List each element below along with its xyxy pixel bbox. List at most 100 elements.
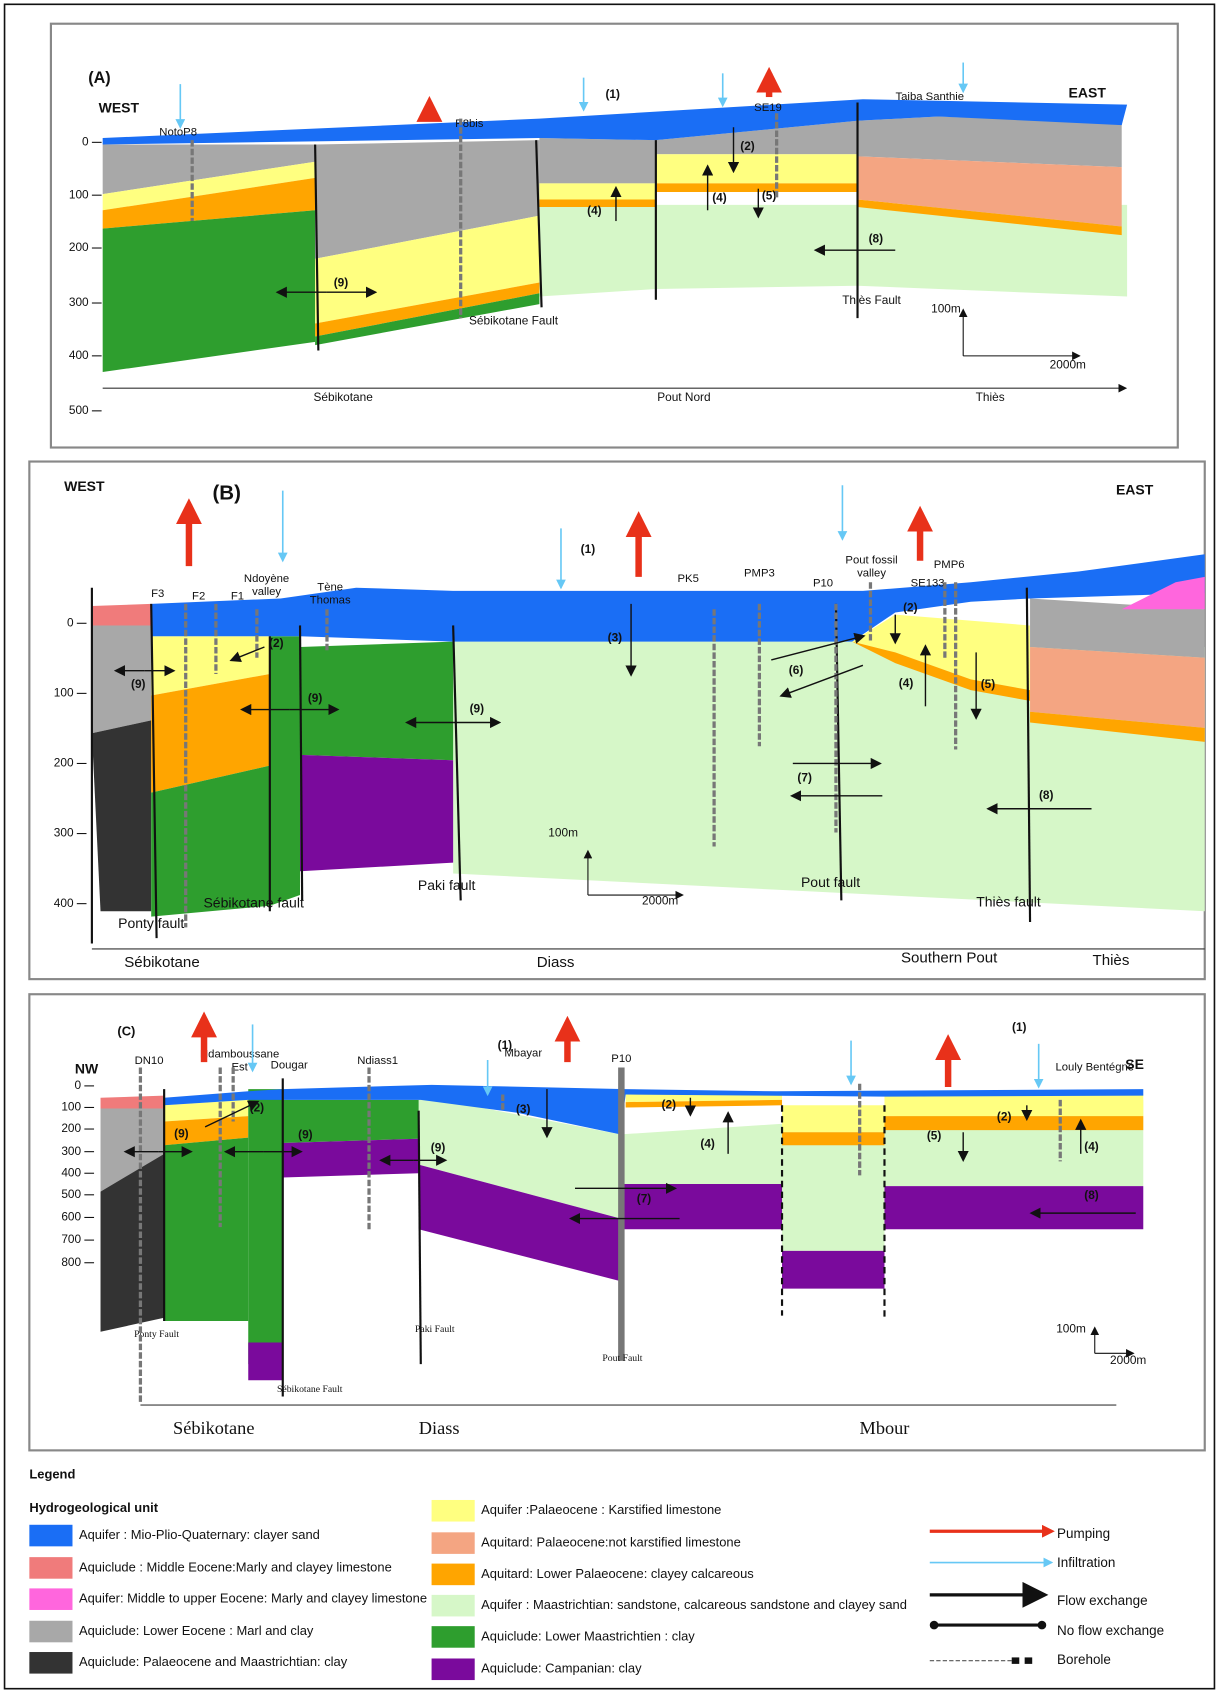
flow-label: (3) — [608, 631, 623, 645]
flow-label: (2) — [903, 600, 918, 614]
legend-swatch — [432, 1500, 475, 1522]
flow-label: (1) — [605, 87, 620, 101]
well-name: Ndiass1 — [357, 1055, 398, 1067]
legend-swatch — [29, 1652, 72, 1674]
depth-label: 300 — [61, 1144, 81, 1158]
depth-label: 500 — [61, 1187, 81, 1201]
zone-name: Thiès — [1092, 952, 1129, 969]
fault-name: Pout Fault — [602, 1353, 642, 1364]
well-name: PMP6 — [934, 559, 965, 571]
zone-name: Southern Pout — [901, 950, 998, 967]
depth-label: 0 — [67, 615, 74, 629]
legend-symbols — [930, 1531, 1052, 1664]
flow-label: (2) — [740, 139, 755, 153]
zone-name: Mbour — [860, 1418, 910, 1438]
depth-label: 700 — [61, 1232, 81, 1246]
fault-name: Thiès fault — [976, 893, 1041, 909]
flow-label: (6) — [789, 663, 804, 677]
scale-label: 2000m — [642, 894, 678, 908]
depth-label: 500 — [69, 403, 89, 417]
zone-name: Diass — [537, 954, 575, 971]
zone-name: Sébikotane — [313, 390, 373, 404]
well-name: valley — [252, 586, 281, 598]
fault-name: Sébikotane Fault — [469, 313, 559, 327]
legend-label: Aquitard: Lower Palaeocene: clayey calca… — [481, 1566, 754, 1581]
legend-label: Aquifer : Maastrichtian: sandstone, calc… — [481, 1597, 907, 1612]
depth-label: 600 — [61, 1210, 81, 1224]
well-name: Ndamboussane — [200, 1049, 279, 1061]
fault-name: Pout fault — [801, 874, 860, 890]
depth-label: 100 — [54, 686, 74, 700]
zone-name: Thiès — [976, 390, 1005, 404]
scale-label: 100m — [548, 826, 578, 840]
flow-label: (8) — [1039, 788, 1054, 802]
flow-label: (7) — [637, 1191, 652, 1205]
legend-swatch — [432, 1658, 475, 1680]
flow-label: (1) — [498, 1038, 513, 1052]
fault-name: Ponty fault — [118, 915, 184, 931]
legend-swatch — [29, 1525, 72, 1547]
flow-label: (4) — [712, 191, 727, 205]
depth-label: 100 — [61, 1100, 81, 1114]
depth-label: 400 — [54, 896, 74, 910]
flow-label: (5) — [981, 677, 996, 691]
well-name: valley — [857, 568, 886, 580]
flow-label: (2) — [997, 1109, 1012, 1123]
scale-label: 2000m — [1050, 358, 1086, 372]
scale-label: 2000m — [1110, 1353, 1146, 1367]
flow-label: (7) — [797, 771, 812, 785]
flow-label: (1) — [581, 542, 596, 556]
well-name: PK5 — [678, 573, 699, 585]
east-label: EAST — [1069, 85, 1107, 101]
legend-label: Aquiclude: Campanian: clay — [481, 1661, 642, 1676]
flow-label: (9) — [431, 1141, 446, 1155]
well-name: Thomas — [310, 595, 351, 607]
depth-label: 400 — [69, 348, 89, 362]
depth-label: 200 — [54, 756, 74, 770]
flow-label: (9) — [298, 1128, 313, 1142]
depth-label: 200 — [69, 240, 89, 254]
legend-label: Aquiclude: Lower Eocene : Marl and clay — [79, 1623, 314, 1638]
flow-label: (9) — [334, 276, 349, 290]
depth-label: 200 — [61, 1121, 81, 1135]
well-name: SE133 — [911, 577, 945, 589]
flow-label: (9) — [174, 1127, 189, 1141]
west-label: WEST — [99, 100, 140, 116]
panel-label: (C) — [117, 1023, 135, 1038]
fault-name: Paki fault — [418, 877, 476, 893]
legend-label: Aquifer :Palaeocene : Karstified limesto… — [481, 1502, 721, 1517]
well-name: Tène — [317, 582, 343, 594]
depth-label: 0 — [82, 134, 89, 148]
well-name: P10 — [611, 1053, 631, 1065]
zone-name: Diass — [419, 1418, 460, 1438]
flow-label: (8) — [869, 232, 884, 246]
flow-label: (5) — [927, 1129, 942, 1143]
west-label: NW — [75, 1060, 99, 1076]
legend-symbol-label: No flow exchange — [1057, 1623, 1164, 1638]
fault-name: Thiès Fault — [842, 293, 901, 307]
fault-name: Sébikotane fault — [203, 894, 304, 910]
well-name: Dougar — [271, 1059, 308, 1071]
depth-label: 400 — [61, 1165, 81, 1179]
flow-label: (2) — [269, 636, 284, 650]
zone-name: Pout Nord — [657, 390, 710, 404]
well-name: F1 — [231, 590, 244, 602]
legend-swatch — [29, 1557, 72, 1579]
well-name: PMP3 — [744, 568, 775, 580]
legend-symbol-label: Infiltration — [1057, 1555, 1115, 1570]
legend-swatch — [432, 1626, 475, 1648]
well-name: SE19 — [754, 102, 782, 114]
legend-label: Aquitard: Palaeocene:not karstified lime… — [481, 1535, 741, 1550]
east-label: EAST — [1116, 481, 1154, 497]
flow-label: (9) — [308, 691, 323, 705]
fault-name: Paki Fault — [415, 1324, 455, 1335]
legend-symbol-label: Pumping — [1057, 1526, 1110, 1541]
well-name: Pout fossil — [845, 555, 897, 567]
well-name: Taiba Santhie — [895, 91, 964, 103]
zone-name: Sébikotane — [173, 1418, 254, 1438]
legend-label: Aquiclude: Lower Maastrichtien : clay — [481, 1628, 695, 1643]
legend-label: Aquiclude: Palaeocene and Maastrichtian:… — [79, 1654, 348, 1669]
flow-label: (4) — [700, 1136, 715, 1150]
well-name: NotoP8 — [159, 127, 197, 139]
legend-swatch — [432, 1595, 475, 1617]
